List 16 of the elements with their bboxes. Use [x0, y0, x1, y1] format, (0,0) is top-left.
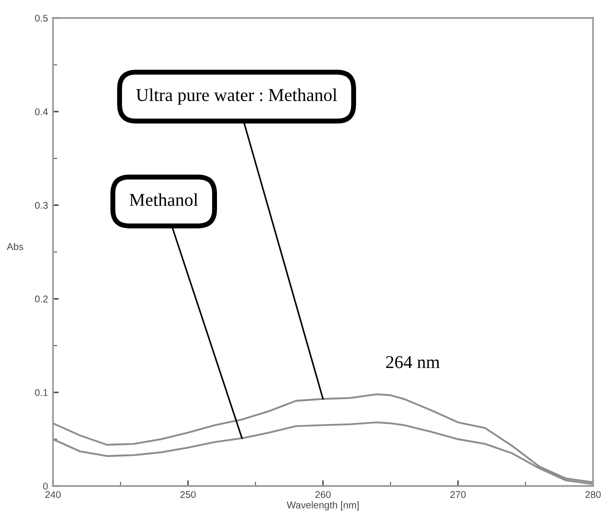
y-tick-label: 0.1 [35, 389, 48, 396]
y-tick-label: 0.3 [35, 202, 48, 209]
x-tick-label: 280 [585, 491, 601, 498]
x-tick-label: 270 [450, 491, 466, 498]
x-tick-label: 260 [315, 491, 331, 498]
x-tick-label: 240 [45, 491, 61, 498]
y-tick-label: 0.4 [35, 108, 48, 116]
y-tick-label: 0.2 [35, 296, 48, 302]
y-tick-label: 0.5 [35, 14, 48, 22]
annotation: 264 nm [386, 356, 440, 368]
text: Ultra pure water : Methanol [136, 88, 338, 105]
y-axis-title: Abs [6, 242, 24, 250]
text: Methanol [130, 193, 198, 206]
y-tick-label: 0 [43, 482, 48, 490]
x-axis-title: Wavelength [nm] [286, 501, 359, 510]
x-tick-label: 250 [180, 491, 196, 498]
